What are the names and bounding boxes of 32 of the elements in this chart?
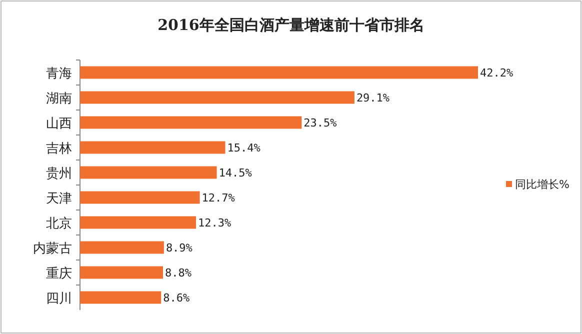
bar [80,291,162,304]
data-label: 29.1% [356,92,390,104]
data-label: 12.3% [198,216,232,230]
y-tick-label: 青海 [46,66,72,82]
bar [80,141,226,154]
y-tick-label: 四川 [46,292,72,306]
data-label: 12.7% [202,192,236,204]
data-label: 8.9% [166,242,193,254]
data-label: 15.4% [227,142,261,154]
data-label: 8.6% [163,292,190,304]
y-tick-label: 山西 [46,116,72,132]
bar [80,191,200,204]
data-label: 23.5% [304,116,338,130]
data-label: 42.2% [480,66,514,80]
y-tick-label: 吉林 [46,142,72,156]
data-label: 8.8% [164,266,192,280]
bar [80,91,354,104]
y-tick-label: 贵州 [46,166,72,182]
bar [80,266,163,279]
y-tick-label: 重庆 [46,266,72,282]
y-tick-label: 北京 [46,216,72,232]
y-tick-label: 湖南 [46,92,72,106]
y-tick-label: 内蒙古 [33,242,72,256]
bar [80,241,164,254]
data-label: 14.5% [218,166,252,180]
bar [80,66,478,79]
y-tick-label: 天津 [46,192,72,206]
legend-label: 同比增长% [515,178,570,191]
chart-title: 2016年全国白酒产量增速前十省市排名 [158,16,424,34]
bar [80,216,196,229]
bar [80,116,302,129]
bar [80,166,217,179]
